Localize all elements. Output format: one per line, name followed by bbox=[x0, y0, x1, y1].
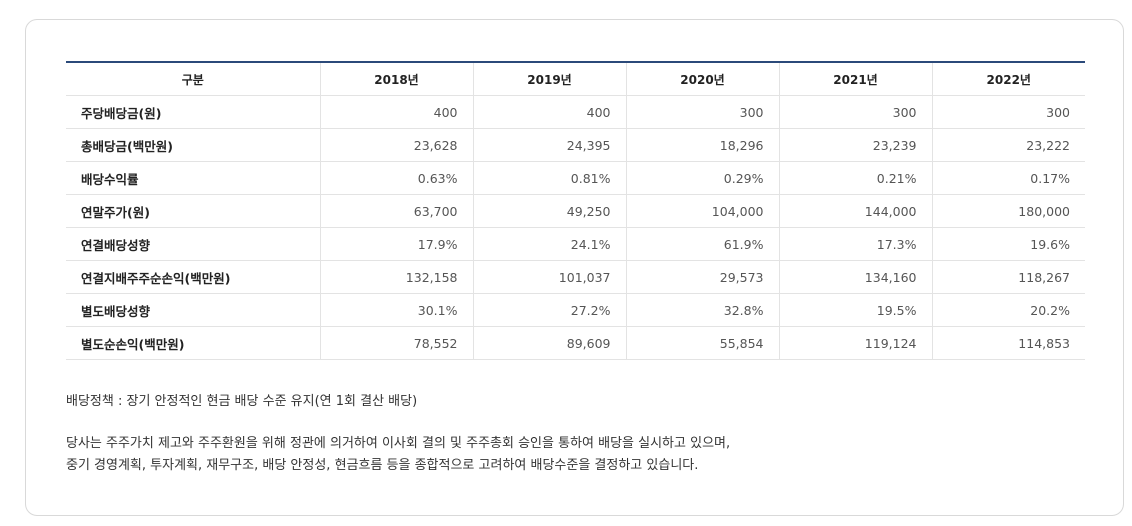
table-row: 주당배당금(원) 400 400 300 300 300 bbox=[66, 95, 1085, 129]
table-cell: 300 bbox=[931, 95, 1085, 129]
row-label: 총배당금(백만원) bbox=[66, 128, 320, 162]
table-cell: 18,296 bbox=[625, 128, 779, 162]
table-header-row: 구분 2018년 2019년 2020년 2021년 2022년 bbox=[66, 62, 1085, 96]
row-label: 주당배당금(원) bbox=[66, 95, 320, 129]
header-year-2020: 2020년 bbox=[625, 62, 779, 96]
table-row: 총배당금(백만원) 23,628 24,395 18,296 23,239 23… bbox=[66, 128, 1085, 162]
dividend-description: 당사는 주주가치 제고와 주주환원을 위해 정관에 의거하여 이사회 결의 및 … bbox=[66, 433, 730, 477]
table-cell: 89,609 bbox=[472, 326, 626, 360]
table-cell: 300 bbox=[778, 95, 932, 129]
header-year-2019: 2019년 bbox=[472, 62, 626, 96]
table-cell: 55,854 bbox=[625, 326, 779, 360]
dividend-table-wrapper: 구분 2018년 2019년 2020년 2021년 2022년 주당배당금(원… bbox=[66, 61, 1085, 360]
table-cell: 19.6% bbox=[931, 227, 1085, 261]
table-cell: 104,000 bbox=[625, 194, 779, 228]
table-cell: 0.29% bbox=[625, 161, 779, 195]
table-cell: 0.63% bbox=[319, 161, 473, 195]
table-cell: 0.17% bbox=[931, 161, 1085, 195]
dividend-table: 구분 2018년 2019년 2020년 2021년 2022년 주당배당금(원… bbox=[66, 61, 1085, 360]
table-cell: 119,124 bbox=[778, 326, 932, 360]
row-label: 배당수익률 bbox=[66, 161, 320, 195]
table-cell: 17.9% bbox=[319, 227, 473, 261]
table-cell: 400 bbox=[319, 95, 473, 129]
description-line-1: 당사는 주주가치 제고와 주주환원을 위해 정관에 의거하여 이사회 결의 및 … bbox=[66, 436, 731, 451]
description-line-2: 중기 경영계획, 투자계획, 재무구조, 배당 안정성, 현금흐름 등을 종합적… bbox=[66, 458, 699, 473]
table-cell: 144,000 bbox=[778, 194, 932, 228]
table-cell: 49,250 bbox=[472, 194, 626, 228]
table-cell: 134,160 bbox=[778, 260, 932, 294]
table-cell: 61.9% bbox=[625, 227, 779, 261]
table-cell: 0.81% bbox=[472, 161, 626, 195]
table-cell: 24,395 bbox=[472, 128, 626, 162]
table-cell: 63,700 bbox=[319, 194, 473, 228]
row-label: 연말주가(원) bbox=[66, 194, 320, 228]
header-year-2018: 2018년 bbox=[319, 62, 473, 96]
table-row: 별도배당성향 30.1% 27.2% 32.8% 19.5% 20.2% bbox=[66, 293, 1085, 327]
row-label: 연결배당성향 bbox=[66, 227, 320, 261]
table-cell: 17.3% bbox=[778, 227, 932, 261]
table-cell: 0.21% bbox=[778, 161, 932, 195]
row-label: 별도순손익(백만원) bbox=[66, 326, 320, 360]
table-cell: 20.2% bbox=[931, 293, 1085, 327]
header-year-2022: 2022년 bbox=[931, 62, 1085, 96]
table-cell: 132,158 bbox=[319, 260, 473, 294]
table-cell: 27.2% bbox=[472, 293, 626, 327]
table-cell: 23,628 bbox=[319, 128, 473, 162]
table-row: 별도순손익(백만원) 78,552 89,609 55,854 119,124 … bbox=[66, 326, 1085, 360]
table-cell: 101,037 bbox=[472, 260, 626, 294]
table-row: 연결지배주주순손익(백만원) 132,158 101,037 29,573 13… bbox=[66, 260, 1085, 294]
header-year-2021: 2021년 bbox=[778, 62, 932, 96]
row-label: 연결지배주주순손익(백만원) bbox=[66, 260, 320, 294]
table-row: 배당수익률 0.63% 0.81% 0.29% 0.21% 0.17% bbox=[66, 161, 1085, 195]
table-cell: 23,222 bbox=[931, 128, 1085, 162]
table-cell: 19.5% bbox=[778, 293, 932, 327]
table-cell: 23,239 bbox=[778, 128, 932, 162]
dividend-policy-text: 배당정책 : 장기 안정적인 현금 배당 수준 유지(연 1회 결산 배당) bbox=[66, 394, 418, 409]
table-cell: 400 bbox=[472, 95, 626, 129]
table-cell: 118,267 bbox=[931, 260, 1085, 294]
row-label: 별도배당성향 bbox=[66, 293, 320, 327]
table-cell: 300 bbox=[625, 95, 779, 129]
table-cell: 24.1% bbox=[472, 227, 626, 261]
dividend-card: 구분 2018년 2019년 2020년 2021년 2022년 주당배당금(원… bbox=[25, 19, 1124, 516]
table-cell: 78,552 bbox=[319, 326, 473, 360]
table-cell: 180,000 bbox=[931, 194, 1085, 228]
table-cell: 114,853 bbox=[931, 326, 1085, 360]
table-cell: 32.8% bbox=[625, 293, 779, 327]
table-row: 연결배당성향 17.9% 24.1% 61.9% 17.3% 19.6% bbox=[66, 227, 1085, 261]
table-cell: 30.1% bbox=[319, 293, 473, 327]
table-row: 연말주가(원) 63,700 49,250 104,000 144,000 18… bbox=[66, 194, 1085, 228]
table-cell: 29,573 bbox=[625, 260, 779, 294]
header-category: 구분 bbox=[66, 62, 320, 96]
